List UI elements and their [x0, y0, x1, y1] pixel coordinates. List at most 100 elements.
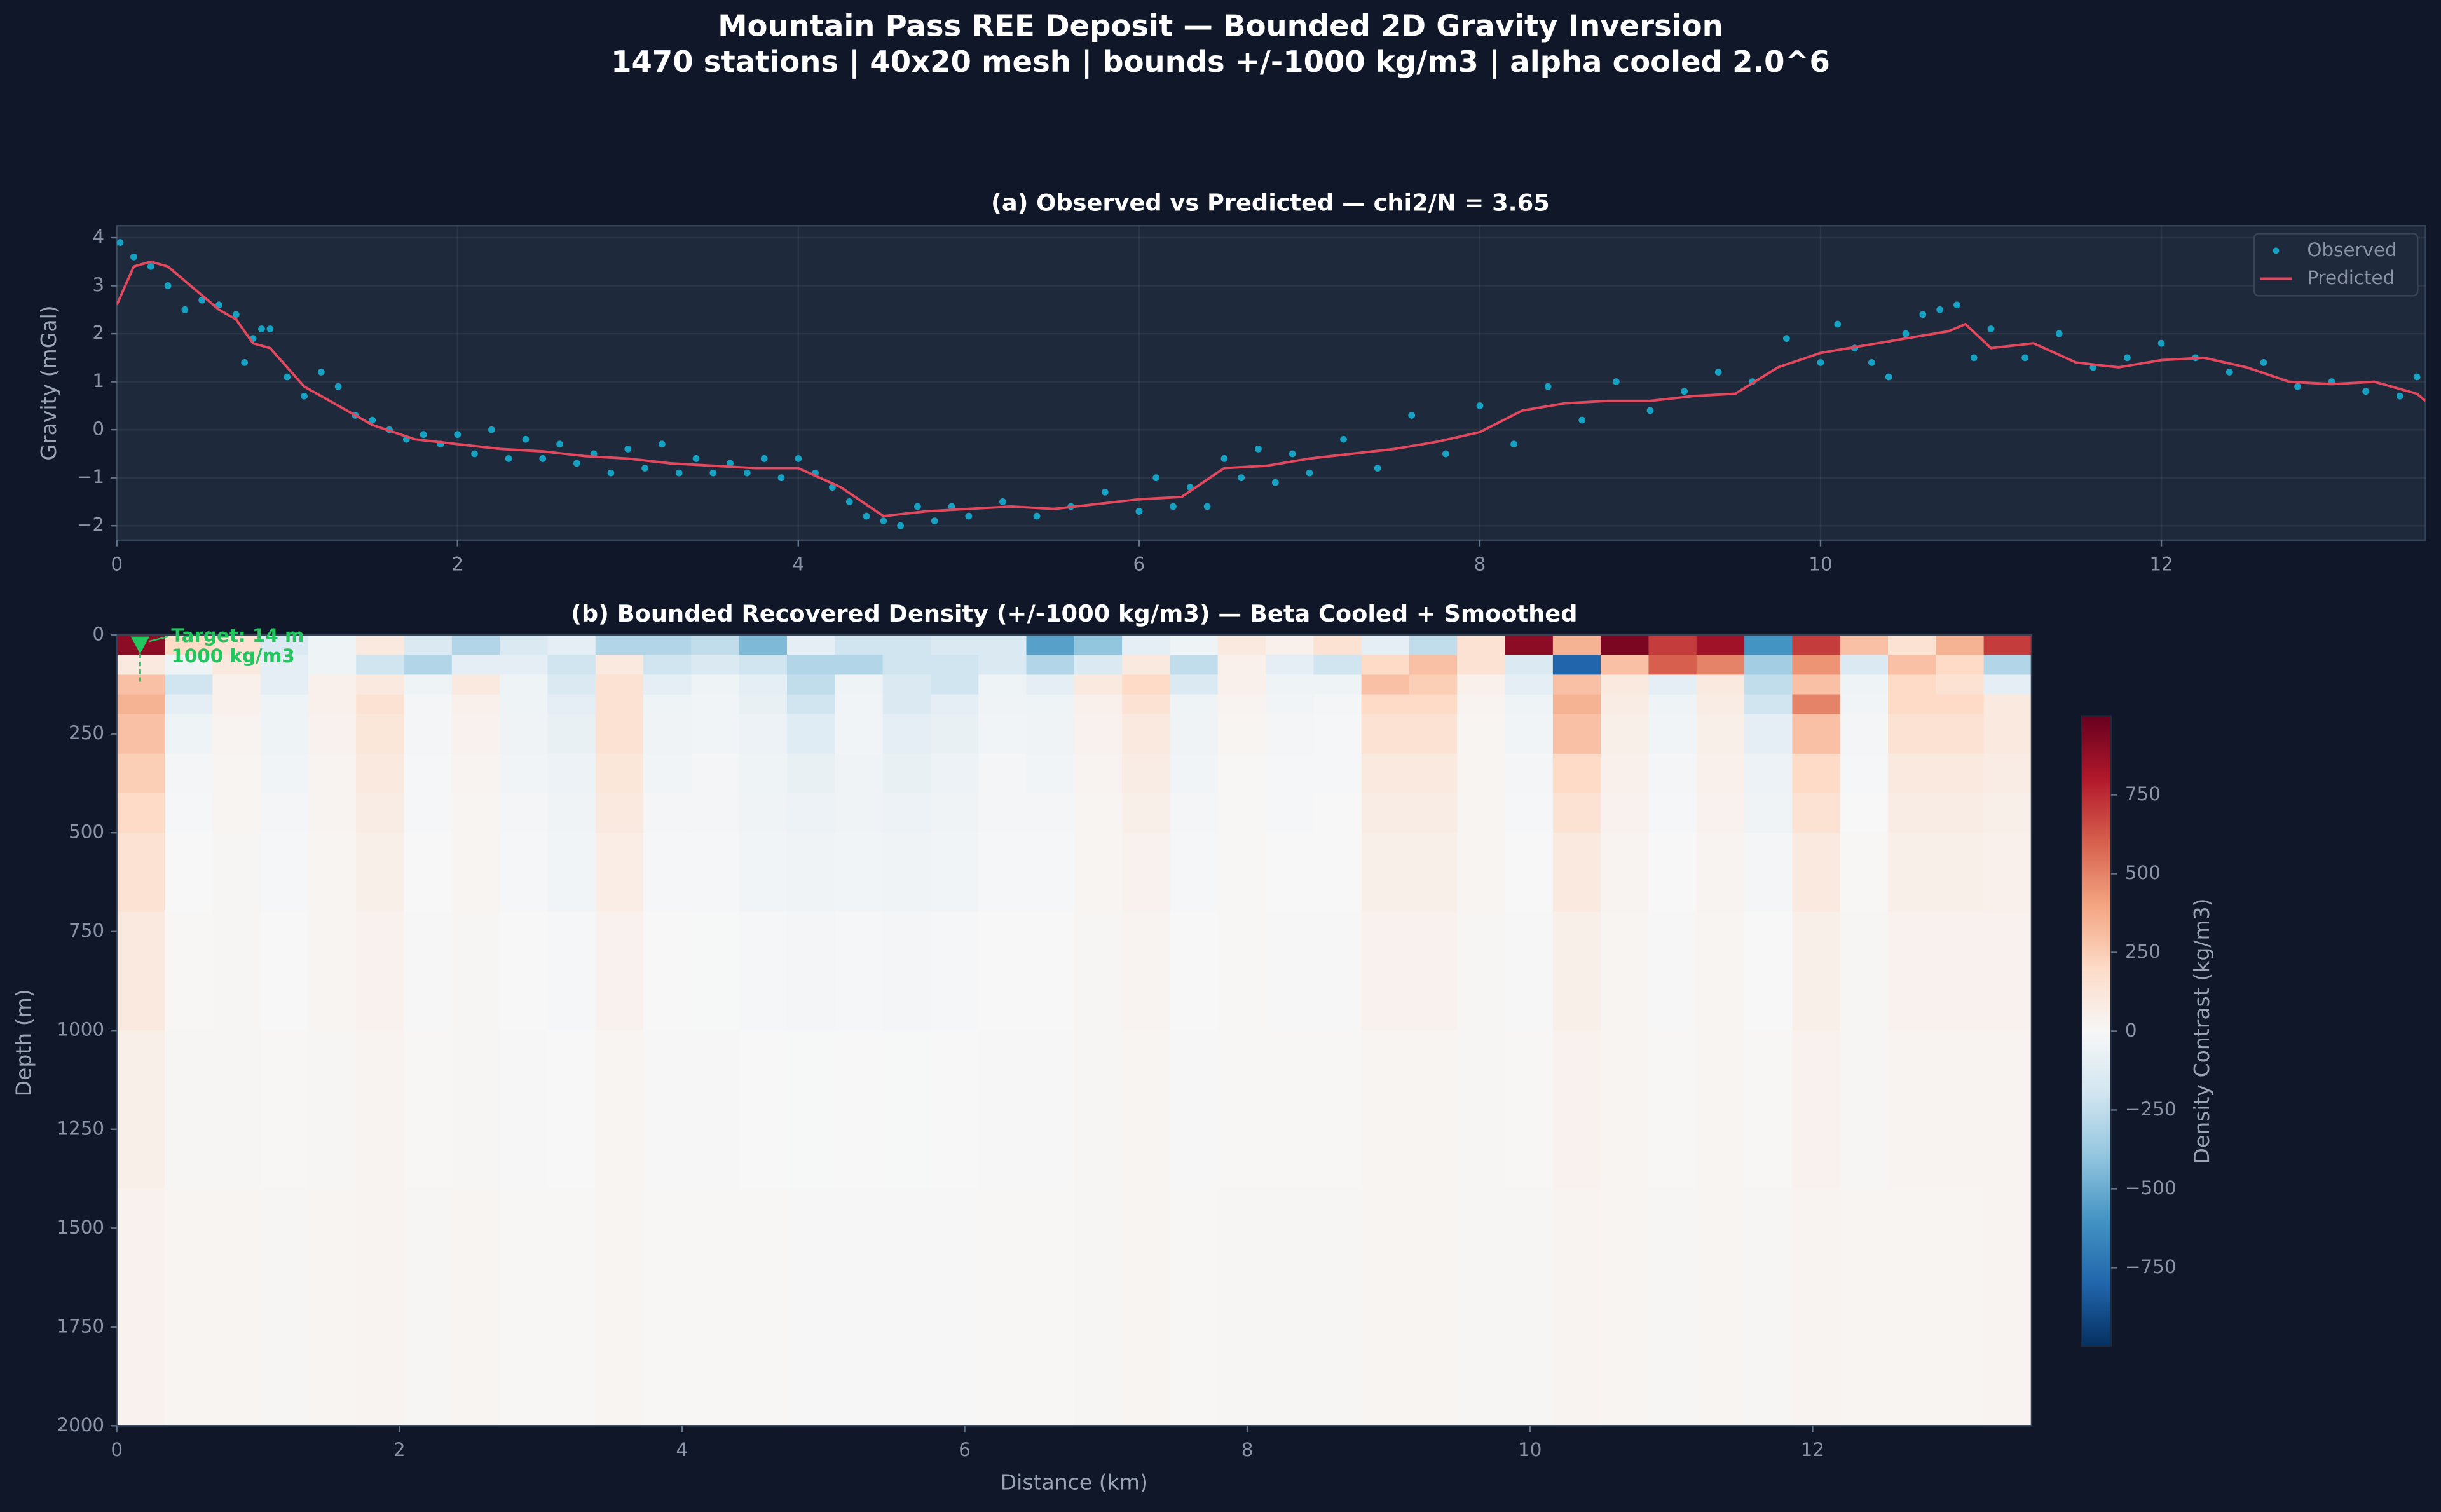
density-cell [978, 911, 1027, 1032]
density-cell [1983, 911, 2032, 1032]
observed-point [1033, 512, 1041, 520]
density-cell [1457, 694, 1506, 715]
density-cell [930, 833, 980, 913]
density-cell [1409, 833, 1458, 913]
density-cell [1217, 674, 1266, 695]
density-cell [308, 1030, 357, 1190]
density-cell [500, 694, 549, 715]
density-cell [1792, 911, 1841, 1032]
observed-point [2055, 330, 2063, 337]
density-cell [739, 1030, 788, 1190]
observed-point [266, 325, 274, 332]
density-cell [260, 655, 309, 676]
density-cell [1505, 635, 1554, 656]
density-cell [739, 1188, 788, 1427]
density-cell [1026, 714, 1075, 754]
density-cell [1122, 833, 1171, 913]
density-cell [500, 1030, 549, 1190]
x-tick-label: 8 [1474, 554, 1486, 575]
density-cell [739, 911, 788, 1032]
density-cell [164, 1030, 214, 1190]
density-cell [1074, 635, 1123, 656]
density-cell [835, 753, 884, 794]
density-cell [1983, 1030, 2032, 1190]
density-cell [930, 655, 980, 676]
density-cell [595, 635, 645, 656]
observed-point [1170, 503, 1177, 510]
density-cell [451, 753, 501, 794]
density-cell [643, 714, 692, 754]
density-cell [1074, 1188, 1123, 1427]
density-cell [116, 1030, 165, 1190]
density-cell [116, 911, 165, 1032]
density-cell [547, 753, 596, 794]
density-cell [1313, 714, 1362, 754]
density-cell [308, 674, 357, 695]
observed-point [1271, 479, 1279, 486]
colorbar-label: Density Contrast (kg/m3) [2189, 898, 2214, 1164]
density-cell [1409, 793, 1458, 834]
observed-point [258, 325, 265, 332]
density-cell [1457, 714, 1506, 754]
density-cell [1744, 833, 1793, 913]
density-cell [1122, 1030, 1171, 1190]
observed-point [241, 358, 249, 366]
density-cell [1266, 694, 1315, 715]
density-cell [164, 674, 214, 695]
observed-point [1152, 474, 1160, 482]
density-cell [1888, 635, 1937, 656]
observed-point [727, 460, 734, 467]
annotation: Target: 14 m [171, 625, 304, 646]
density-cell [1457, 1030, 1506, 1190]
density-cell [643, 674, 692, 695]
density-cell [1840, 911, 1889, 1032]
density-cell [595, 833, 645, 913]
density-cell [1457, 833, 1506, 913]
density-cell [1313, 793, 1362, 834]
density-cell [595, 793, 645, 834]
density-cell [1552, 635, 1602, 656]
observed-point [284, 373, 291, 381]
observed-point [1101, 488, 1109, 496]
density-cell [1936, 793, 1985, 834]
density-cell [451, 793, 501, 834]
density-cell [308, 714, 357, 754]
density-cell [978, 753, 1027, 794]
y-tick-label: 0 [92, 623, 104, 645]
density-cell [212, 793, 261, 834]
density-cell [404, 833, 453, 913]
density-cell [1217, 694, 1266, 715]
density-cell [930, 793, 980, 834]
density-cell [1457, 635, 1506, 656]
target-marker [130, 636, 150, 654]
density-cell [1840, 793, 1889, 834]
observed-point [1783, 335, 1790, 343]
density-cell [356, 635, 405, 656]
density-cell [1074, 694, 1123, 715]
density-cell [1601, 833, 1650, 913]
colorbar-tick-label: 250 [2125, 941, 2161, 962]
observed-point [1578, 416, 1586, 424]
density-cell [978, 674, 1027, 695]
observed-point [454, 431, 462, 439]
density-cell [1744, 911, 1793, 1032]
density-cell [1409, 635, 1458, 656]
density-cell [547, 793, 596, 834]
density-cell [1170, 1188, 1219, 1427]
observed-point [301, 392, 308, 400]
density-cell [1361, 655, 1410, 676]
density-cell [1888, 674, 1937, 695]
density-cell [116, 694, 165, 715]
density-cell [595, 911, 645, 1032]
density-cell [116, 833, 165, 913]
density-cell [1074, 793, 1123, 834]
density-cell [1552, 911, 1602, 1032]
observed-point [1255, 445, 1262, 453]
density-cell [404, 635, 453, 656]
density-cell [356, 911, 405, 1032]
density-cell [1648, 655, 1697, 676]
density-cell [451, 911, 501, 1032]
observed-point [1953, 301, 1960, 309]
density-cell [212, 714, 261, 754]
density-cell [1266, 1188, 1315, 1427]
